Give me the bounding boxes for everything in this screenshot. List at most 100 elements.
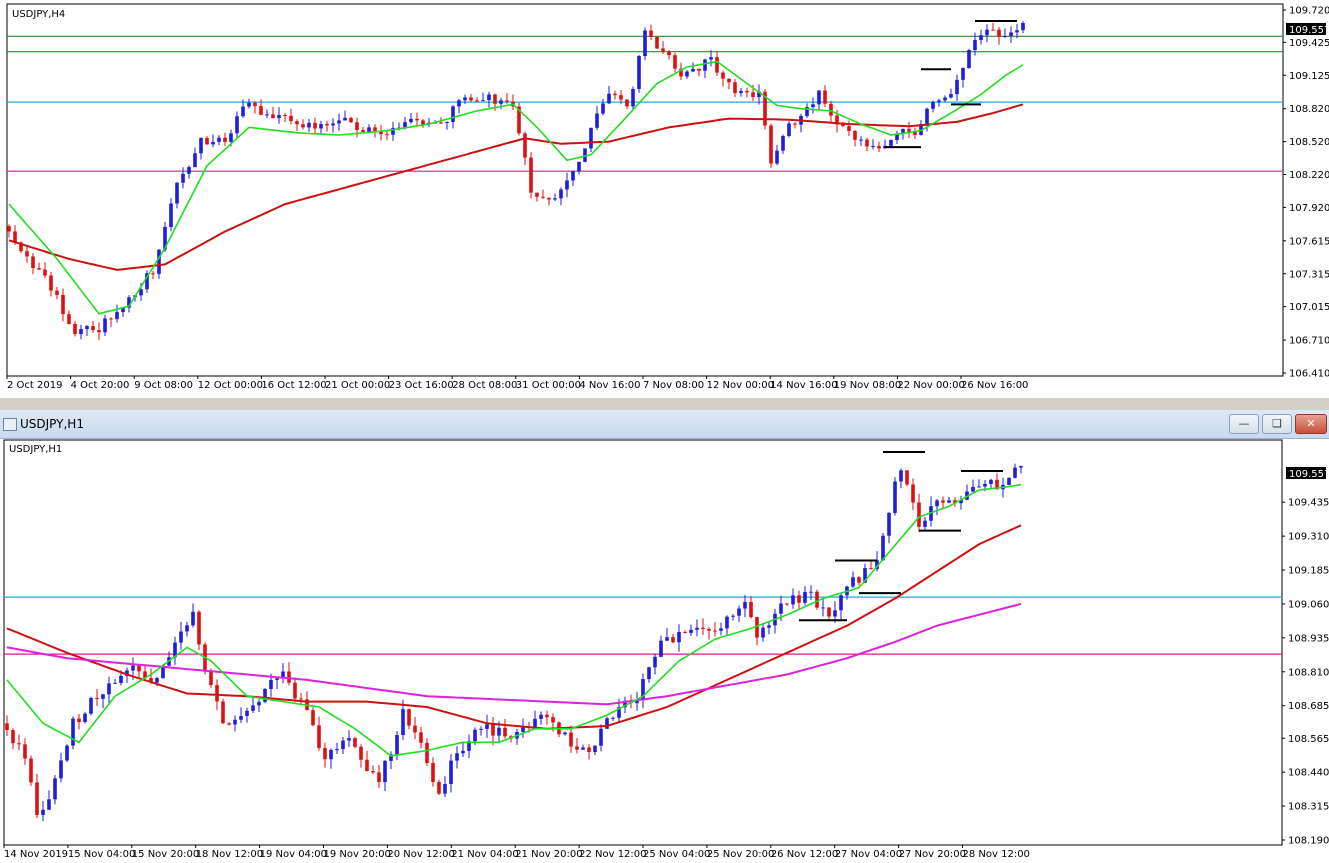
minimize-button[interactable]: — — [1229, 414, 1259, 434]
h1-candle-body — [275, 678, 279, 680]
h1-candle-body — [125, 670, 129, 676]
h4-y-tick-label: 108.220 — [1289, 170, 1329, 181]
h1-candle-body — [161, 665, 165, 679]
h1-candle-body — [719, 628, 723, 631]
h4-candle-body — [235, 116, 239, 134]
h4-candle-body — [61, 294, 65, 315]
h4-candle-body — [517, 106, 521, 134]
h4-x-tick-label: 12 Nov 00:00 — [707, 380, 774, 391]
h1-candle-body — [689, 629, 693, 633]
h1-candle-body — [671, 637, 675, 643]
h4-candle-body — [109, 318, 113, 320]
h4-candle-body — [697, 68, 701, 71]
h1-candle-body — [1013, 467, 1017, 478]
h1-candle-body — [947, 500, 951, 503]
h4-candle-body — [403, 122, 407, 128]
h4-chart-panel[interactable]: 109.720 109.425 109.125 108.820 108.520 108.2… — [0, 0, 1329, 398]
h1-y-tick-label: 108.685 — [1288, 701, 1329, 712]
h4-candle-body — [391, 127, 395, 135]
h1-chart-window[interactable]: USDJPY,H1 — ❑ ✕ 109.435 109.310 109.185 109… — [0, 410, 1329, 863]
h4-candle-body — [691, 68, 695, 72]
restore-button[interactable]: ❑ — [1262, 414, 1292, 434]
h1-candle-body — [395, 735, 399, 755]
h4-candle-body — [451, 106, 455, 122]
h1-candle-body — [1019, 466, 1023, 468]
h1-candle-body — [713, 630, 717, 632]
h4-candle-body — [205, 137, 209, 145]
h4-candle-body — [73, 323, 77, 335]
h1-candle-body — [863, 568, 867, 583]
h1-candle-body — [461, 750, 465, 754]
h1-candle-body — [755, 617, 759, 638]
h1-candle-body — [137, 665, 141, 672]
h1-candle-body — [71, 718, 75, 746]
h4-y-tick-label: 108.520 — [1289, 137, 1329, 148]
h4-candle-body — [817, 90, 821, 105]
h1-candle-body — [785, 603, 789, 605]
h1-candle-body — [107, 683, 111, 695]
h4-candle-body — [925, 108, 929, 125]
panel-separator[interactable] — [0, 398, 1329, 410]
h4-candle-body — [187, 167, 191, 174]
h4-x-tick-label: 4 Nov 16:00 — [579, 380, 640, 391]
h4-candle-body — [349, 117, 353, 123]
h4-candle-body — [943, 97, 947, 101]
h1-candle-body — [977, 486, 981, 488]
h1-chart-svg[interactable]: 109.435 109.310 109.185 109.060 108.935 108.8… — [0, 438, 1329, 863]
h1-y-tick-label: 108.810 — [1288, 667, 1329, 678]
h1-candle-body — [89, 698, 93, 714]
h4-candle-body — [871, 145, 875, 147]
h4-candle-body — [277, 115, 281, 119]
h4-candle-body — [145, 273, 149, 290]
h4-candle-body — [1021, 22, 1025, 31]
h4-candle-body — [577, 161, 581, 172]
h4-candle-body — [475, 100, 479, 102]
h1-candle-body — [869, 568, 873, 570]
h4-candle-body — [739, 90, 743, 94]
h4-candle-body — [523, 133, 527, 158]
h1-candle-body — [917, 502, 921, 527]
h4-candle-body — [835, 115, 839, 125]
h1-candle-body — [641, 679, 645, 701]
h4-x-tick-label: 14 Nov 16:00 — [770, 380, 837, 391]
h4-y-tick-label: 106.410 — [1289, 369, 1329, 380]
h4-candle-body — [595, 113, 599, 128]
h4-chart-svg[interactable]: 109.720 109.425 109.125 108.820 108.520 108.2… — [0, 0, 1329, 398]
h4-candle-body — [997, 29, 1001, 37]
h1-candle-body — [839, 595, 843, 611]
restore-icon: ❑ — [1272, 417, 1282, 430]
h1-candle-body — [11, 730, 15, 744]
h1-candle-body — [881, 535, 885, 561]
h1-candle-body — [179, 631, 183, 643]
h1-candle-body — [257, 701, 261, 706]
h4-candle-body — [13, 231, 17, 243]
h1-candle-body — [617, 707, 621, 718]
h1-candle-body — [191, 611, 195, 626]
h1-candle-body — [533, 718, 537, 729]
h4-candle-body — [649, 30, 653, 37]
h4-candle-body — [625, 99, 629, 107]
h1-candle-body — [887, 512, 891, 536]
h1-window-titlebar[interactable]: USDJPY,H1 — ❑ ✕ — [0, 410, 1329, 439]
h4-x-tick-label: 26 Nov 16:00 — [961, 380, 1028, 391]
h4-candle-body — [439, 122, 443, 124]
close-button[interactable]: ✕ — [1295, 414, 1327, 434]
h1-candle-body — [227, 723, 231, 725]
h1-levels — [4, 596, 1282, 655]
h4-candle-body — [91, 326, 95, 331]
h1-candle-body — [731, 615, 735, 617]
h4-candle-body — [727, 78, 731, 83]
h4-candle-body — [619, 95, 623, 100]
h1-candle-body — [221, 701, 225, 724]
h4-candle-body — [163, 226, 167, 250]
h1-candle-body — [995, 479, 999, 490]
h4-y-tick-label: 107.615 — [1289, 236, 1329, 247]
h1-moving-averages — [6, 483, 1022, 757]
h4-candle-body — [565, 180, 569, 190]
h1-candle-body — [941, 500, 945, 503]
h4-candle-body — [865, 139, 869, 147]
h1-candle-body — [665, 637, 669, 641]
h1-y-axis: 109.435 109.310 109.185 109.060 108.935 108.8… — [1282, 498, 1329, 847]
h1-candle-body — [197, 611, 201, 645]
h1-candle-body — [149, 677, 153, 683]
